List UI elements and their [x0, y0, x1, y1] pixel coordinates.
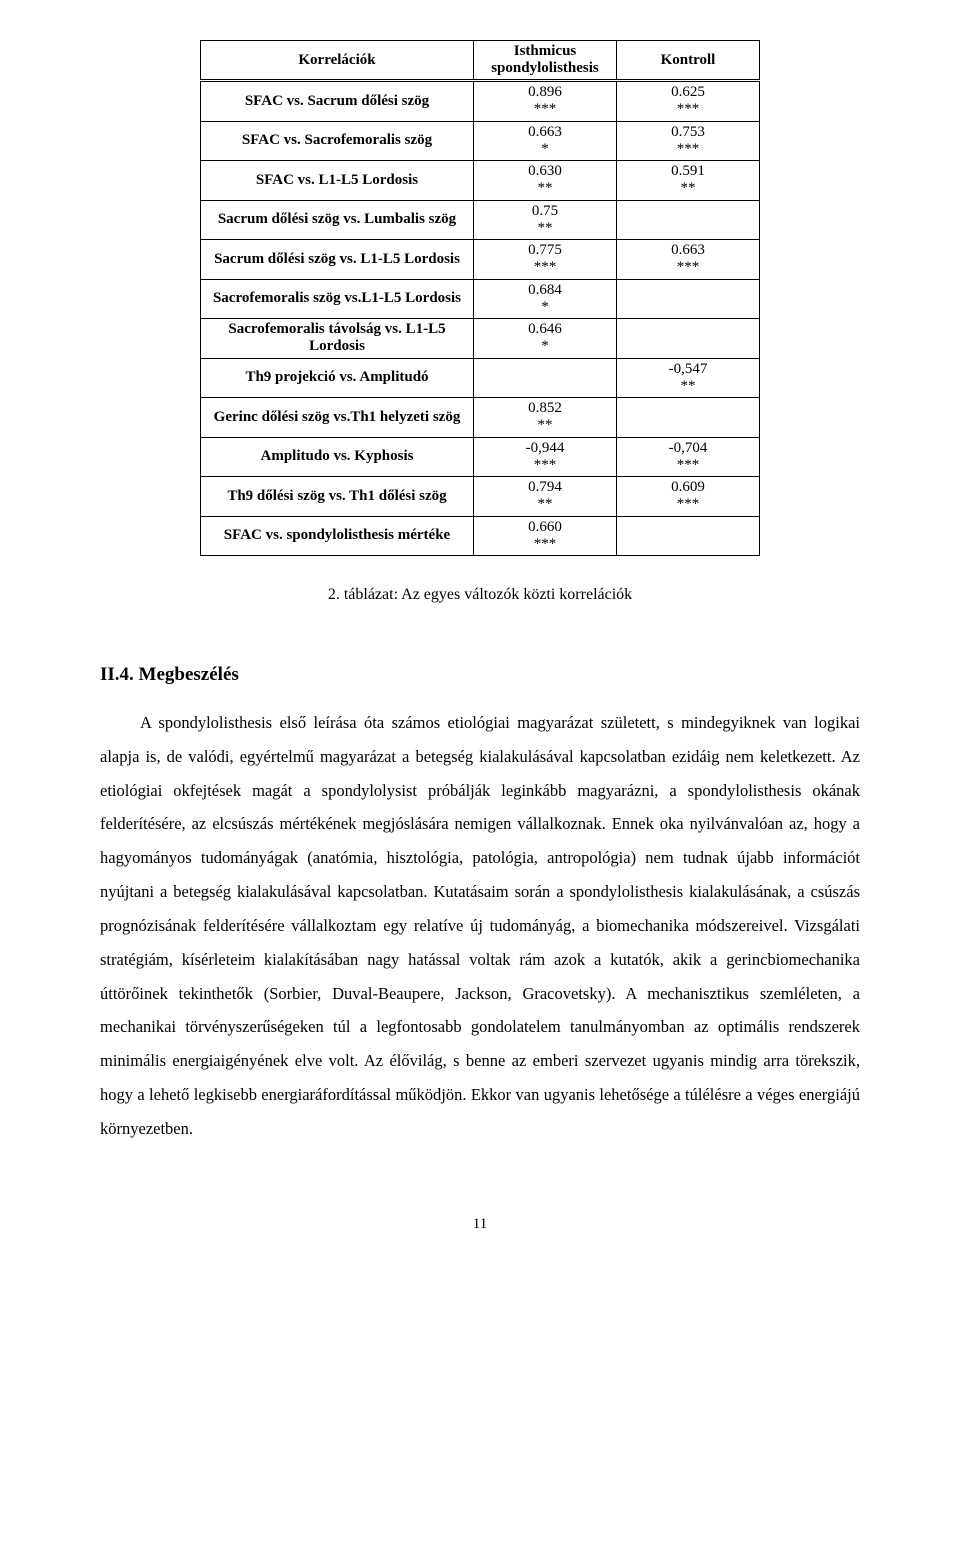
cell-isthmicus: 0.852**	[474, 398, 617, 438]
cell-value: 0.625	[623, 84, 753, 101]
body-paragraph: A spondylolisthesis első leírása óta szá…	[100, 706, 860, 1146]
cell-value: 0.630	[480, 163, 610, 180]
cell-value: 0.896	[480, 84, 610, 101]
row-label: Th9 projekció vs. Amplitudó	[201, 358, 474, 398]
table-row: Th9 dőlési szög vs. Th1 dőlési szög0.794…	[201, 477, 760, 517]
table-wrapper: Korrelációk Isthmicus spondylolisthesis …	[100, 40, 860, 556]
table-row: Amplitudo vs. Kyphosis-0,944***-0,704***	[201, 437, 760, 477]
cell-value: -0,944	[480, 440, 610, 457]
cell-value: 0.75	[480, 203, 610, 220]
cell-significance: ***	[623, 141, 753, 158]
table-row: SFAC vs. spondylolisthesis mértéke0.660*…	[201, 516, 760, 556]
cell-value: -0,547	[623, 361, 753, 378]
row-label: SFAC vs. Sacrofemoralis szög	[201, 121, 474, 161]
table-row: SFAC vs. Sacrum dőlési szög0.896***0.625…	[201, 81, 760, 122]
page: Korrelációk Isthmicus spondylolisthesis …	[0, 0, 960, 1313]
cell-value: 0.646	[480, 321, 610, 338]
section-heading: II.4. Megbeszélés	[100, 664, 860, 686]
col-header-isthmicus: Isthmicus spondylolisthesis	[474, 41, 617, 81]
cell-isthmicus: 0.896***	[474, 81, 617, 122]
cell-significance: ***	[623, 496, 753, 513]
cell-significance: **	[623, 378, 753, 395]
correlation-table: Korrelációk Isthmicus spondylolisthesis …	[200, 40, 760, 556]
row-label: Amplitudo vs. Kyphosis	[201, 437, 474, 477]
cell-control: 0.591**	[617, 161, 760, 201]
row-label: Gerinc dőlési szög vs.Th1 helyzeti szög	[201, 398, 474, 438]
page-number: 11	[100, 1216, 860, 1233]
cell-isthmicus: 0.794**	[474, 477, 617, 517]
cell-value: 0.609	[623, 479, 753, 496]
cell-significance: ***	[480, 457, 610, 474]
cell-value: 0.663	[623, 242, 753, 259]
col-header-correlations: Korrelációk	[201, 41, 474, 81]
cell-isthmicus: 0.684*	[474, 279, 617, 319]
cell-control	[617, 279, 760, 319]
cell-control: 0.625***	[617, 81, 760, 122]
cell-control: 0.753***	[617, 121, 760, 161]
cell-isthmicus: 0.75**	[474, 200, 617, 240]
cell-control: 0.609***	[617, 477, 760, 517]
cell-value: 0.684	[480, 282, 610, 299]
table-row: Th9 projekció vs. Amplitudó -0,547**	[201, 358, 760, 398]
cell-isthmicus: 0.630**	[474, 161, 617, 201]
cell-significance: **	[623, 180, 753, 197]
row-label: Sacrum dőlési szög vs. L1-L5 Lordosis	[201, 240, 474, 280]
cell-significance: *	[480, 141, 610, 158]
cell-significance: *	[480, 338, 610, 355]
cell-isthmicus: 0.660***	[474, 516, 617, 556]
row-label: Sacrofemoralis távolság vs. L1-L5 Lordos…	[201, 319, 474, 359]
row-label: Th9 dőlési szög vs. Th1 dőlési szög	[201, 477, 474, 517]
table-body: SFAC vs. Sacrum dőlési szög0.896***0.625…	[201, 81, 760, 556]
cell-isthmicus: -0,944***	[474, 437, 617, 477]
cell-value: 0.852	[480, 400, 610, 417]
table-row: Sacrum dőlési szög vs. Lumbalis szög0.75…	[201, 200, 760, 240]
cell-control	[617, 516, 760, 556]
cell-significance: ***	[623, 101, 753, 118]
cell-significance: ***	[623, 457, 753, 474]
cell-isthmicus: 0.646*	[474, 319, 617, 359]
cell-significance: **	[480, 220, 610, 237]
cell-control: -0,547**	[617, 358, 760, 398]
cell-value: 0.660	[480, 519, 610, 536]
table-row: Sacrofemoralis szög vs.L1-L5 Lordosis0.6…	[201, 279, 760, 319]
col-header-control: Kontroll	[617, 41, 760, 81]
cell-significance: **	[480, 496, 610, 513]
row-label: SFAC vs. L1-L5 Lordosis	[201, 161, 474, 201]
row-label: SFAC vs. Sacrum dőlési szög	[201, 81, 474, 122]
cell-isthmicus: 0.775***	[474, 240, 617, 280]
cell-significance: **	[480, 180, 610, 197]
cell-isthmicus: 0.663*	[474, 121, 617, 161]
table-header-row: Korrelációk Isthmicus spondylolisthesis …	[201, 41, 760, 81]
table-row: Sacrofemoralis távolság vs. L1-L5 Lordos…	[201, 319, 760, 359]
cell-significance: ***	[480, 101, 610, 118]
table-row: SFAC vs. L1-L5 Lordosis0.630**0.591**	[201, 161, 760, 201]
row-label: Sacrum dőlési szög vs. Lumbalis szög	[201, 200, 474, 240]
cell-control	[617, 398, 760, 438]
cell-value: 0.753	[623, 124, 753, 141]
cell-value: 0.663	[480, 124, 610, 141]
cell-significance: ***	[623, 259, 753, 276]
cell-control: -0,704***	[617, 437, 760, 477]
table-row: SFAC vs. Sacrofemoralis szög0.663*0.753*…	[201, 121, 760, 161]
cell-control: 0.663***	[617, 240, 760, 280]
cell-value: 0.591	[623, 163, 753, 180]
cell-significance: **	[480, 417, 610, 434]
row-label: SFAC vs. spondylolisthesis mértéke	[201, 516, 474, 556]
cell-value: 0.794	[480, 479, 610, 496]
cell-control	[617, 319, 760, 359]
cell-significance: ***	[480, 536, 610, 553]
cell-isthmicus	[474, 358, 617, 398]
table-caption: 2. táblázat: Az egyes változók közti kor…	[100, 586, 860, 604]
cell-significance: ***	[480, 259, 610, 276]
cell-value: -0,704	[623, 440, 753, 457]
cell-control	[617, 200, 760, 240]
table-row: Gerinc dőlési szög vs.Th1 helyzeti szög0…	[201, 398, 760, 438]
cell-value: 0.775	[480, 242, 610, 259]
cell-significance: *	[480, 299, 610, 316]
table-row: Sacrum dőlési szög vs. L1-L5 Lordosis0.7…	[201, 240, 760, 280]
row-label: Sacrofemoralis szög vs.L1-L5 Lordosis	[201, 279, 474, 319]
